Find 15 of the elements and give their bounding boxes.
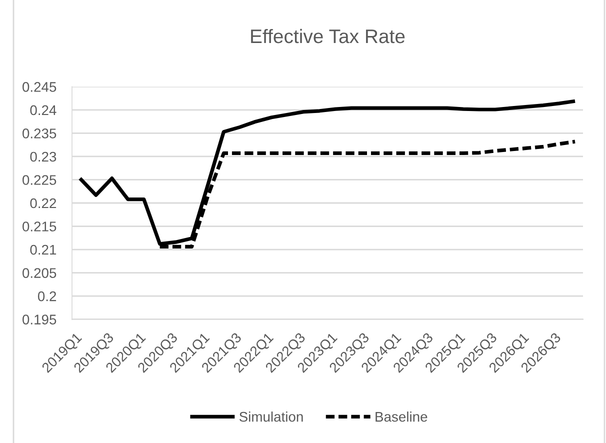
y-tick-label: 0.245 (22, 82, 56, 92)
y-tick-label: 0.2 (38, 291, 56, 302)
y-tick-label: 0.215 (22, 222, 56, 232)
y-tick-label: 0.205 (22, 268, 56, 278)
y-tick-label: 0.23 (30, 152, 56, 162)
y-tick-label: 0.235 (22, 128, 56, 138)
line-series (78, 99, 577, 246)
y-tick-label: 0.24 (30, 105, 56, 116)
chart-title: Effective Tax Rate (251, 28, 405, 44)
y-tick-label: 0.195 (22, 314, 56, 324)
y-tick-label: 0.225 (22, 175, 56, 185)
legend-label: Simulation (239, 412, 303, 422)
y-tick-label: 0.22 (30, 198, 56, 208)
y-tick-label: 0.21 (30, 244, 56, 255)
legend-label: Baseline (376, 412, 428, 422)
